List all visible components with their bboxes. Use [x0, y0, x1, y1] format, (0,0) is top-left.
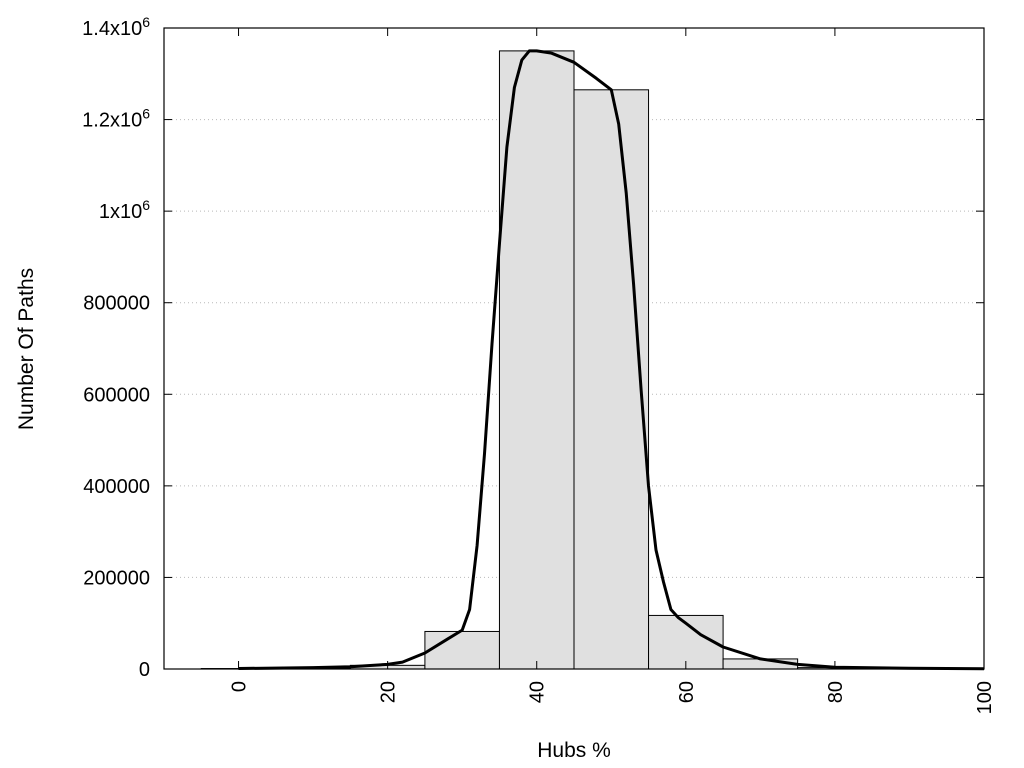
- y-tick-label: 800000: [83, 293, 150, 315]
- y-tick-labels: 0 200000 400000 600000 800000 1x106 1.2x106 1.4…: [82, 14, 150, 681]
- x-tick-label: 100: [974, 681, 996, 714]
- x-tick-label: 0: [229, 681, 251, 692]
- y-tick-label: 600000: [83, 384, 150, 406]
- grid-lines: [164, 119, 984, 578]
- x-tick-label: 40: [527, 681, 549, 703]
- histogram-bar: [573, 89, 650, 670]
- y-axis-label: Number Of Paths: [15, 268, 38, 430]
- x-tick-label: 60: [676, 681, 698, 703]
- y-tick-label: 0: [139, 659, 150, 681]
- plot-frame: [163, 27, 985, 670]
- y-tick-label: 1x106: [99, 197, 150, 223]
- y-tick-label: 1.4x106: [82, 14, 150, 40]
- x-axis-label: Hubs %: [537, 739, 611, 762]
- histogram-bar: [498, 50, 575, 670]
- x-tick-labels: 0 20 40 60 80 100: [229, 681, 996, 714]
- y-tick-label: 1.2x106: [82, 106, 150, 132]
- histogram-bars: [200, 50, 948, 670]
- y-tick-label: 400000: [83, 476, 150, 498]
- histogram-bar: [424, 630, 500, 670]
- axis-ticks: [164, 27, 985, 670]
- x-tick-label: 80: [825, 681, 847, 703]
- x-tick-label: 20: [378, 681, 400, 703]
- y-tick-label: 200000: [83, 567, 150, 589]
- distribution-curve: [238, 49, 985, 671]
